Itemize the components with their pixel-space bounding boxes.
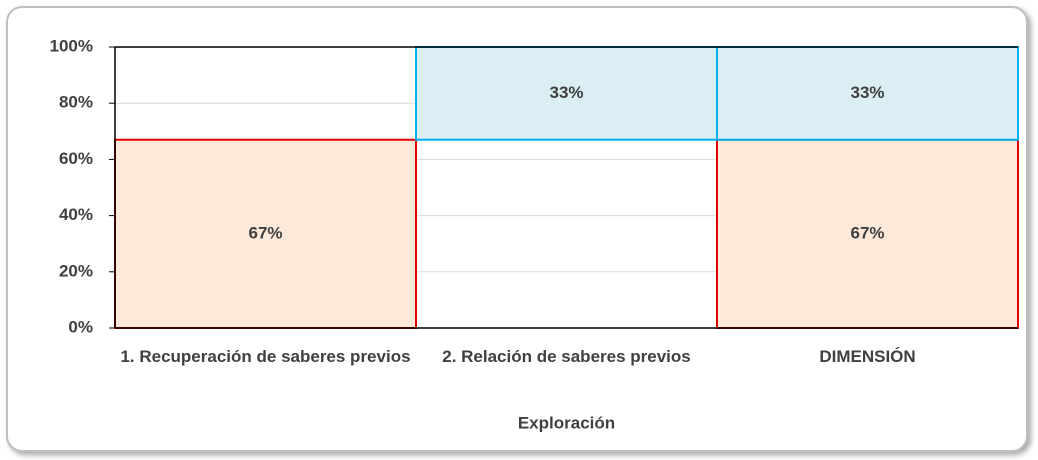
bar-segment	[114, 138, 417, 329]
y-tick-label: 100%	[50, 36, 93, 55]
y-tick-label: 0%	[68, 317, 93, 336]
x-tick-label-box: 1. Recuperación de saberes previos	[120, 347, 411, 366]
value-label: 67%	[850, 223, 884, 242]
bar-segment	[416, 140, 717, 328]
y-tick-label: 80%	[59, 93, 93, 112]
value-label: 67%	[248, 223, 282, 242]
value-label: 33%	[850, 83, 884, 102]
x-tick-label: DIMENSIÓN	[819, 347, 916, 366]
y-tick-label: 60%	[59, 149, 93, 168]
y-tick-label: 20%	[59, 261, 93, 280]
x-tick-label: 2. Relación de saberes previos	[442, 347, 691, 366]
y-tick-label: 40%	[59, 205, 93, 224]
bar-segment	[716, 46, 1019, 141]
x-tick-label-box: 2. Relación de saberes previos	[442, 347, 691, 366]
value-label: 33%	[549, 83, 583, 102]
x-axis-title: Exploración	[518, 413, 615, 432]
x-tick-label-box: DIMENSIÓN	[819, 347, 916, 366]
x-tick-label: 1. Recuperación de saberes previos	[120, 347, 411, 366]
